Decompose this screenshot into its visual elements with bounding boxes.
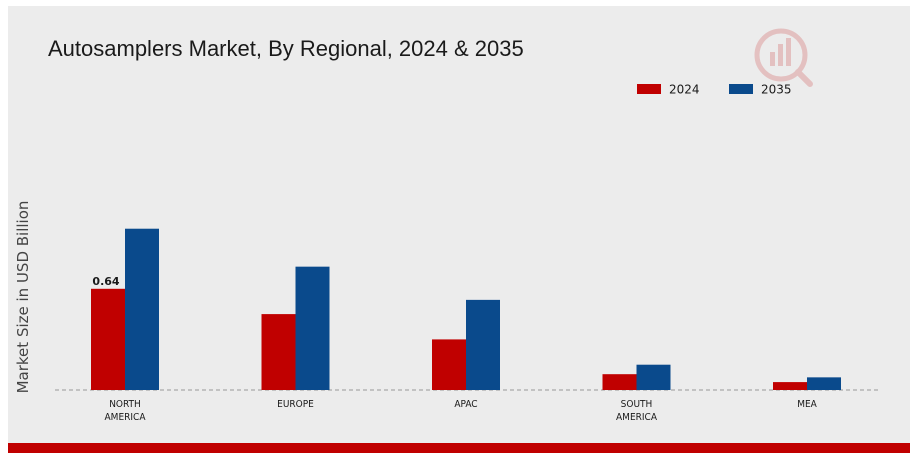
x-axis-tick-labels: NORTH AMERICA EUROPE APAC SOUTH AMERICA MEA xyxy=(105,399,818,423)
bar-2035-1 xyxy=(295,266,330,390)
bar-2035-3 xyxy=(636,364,671,390)
bar-2024-1 xyxy=(261,314,296,390)
x-tick-label: AMERICA xyxy=(105,412,147,423)
y-axis-label: Market Size in USD Billion xyxy=(14,201,32,394)
x-tick-label: NORTH xyxy=(109,399,141,410)
data-label: 0.64 xyxy=(92,275,119,288)
legend: 2024 2035 xyxy=(637,83,792,97)
x-tick-label: MEA xyxy=(797,399,817,410)
data-labels: 0.64 xyxy=(92,275,119,288)
x-tick-label: EUROPE xyxy=(277,399,314,410)
legend-swatch-2035 xyxy=(729,84,753,94)
legend-label-2035: 2035 xyxy=(761,83,792,97)
bar-2024-2 xyxy=(432,339,466,390)
bar-2024-0 xyxy=(91,288,125,390)
bars xyxy=(91,228,841,390)
chart-title: Autosamplers Market, By Regional, 2024 &… xyxy=(48,36,524,61)
bar-2024-4 xyxy=(773,382,807,390)
legend-label-2024: 2024 xyxy=(669,83,700,97)
market-research-logo-icon xyxy=(754,28,813,87)
x-tick-label: SOUTH xyxy=(621,399,653,410)
bar-2035-4 xyxy=(807,377,841,390)
x-tick-label: APAC xyxy=(454,399,477,410)
footer-bar xyxy=(8,443,910,453)
bar-2024-3 xyxy=(602,374,637,390)
bar-2035-2 xyxy=(466,299,500,390)
bar-2035-0 xyxy=(125,228,159,390)
x-tick-label: AMERICA xyxy=(616,412,658,423)
legend-swatch-2024 xyxy=(637,84,661,94)
